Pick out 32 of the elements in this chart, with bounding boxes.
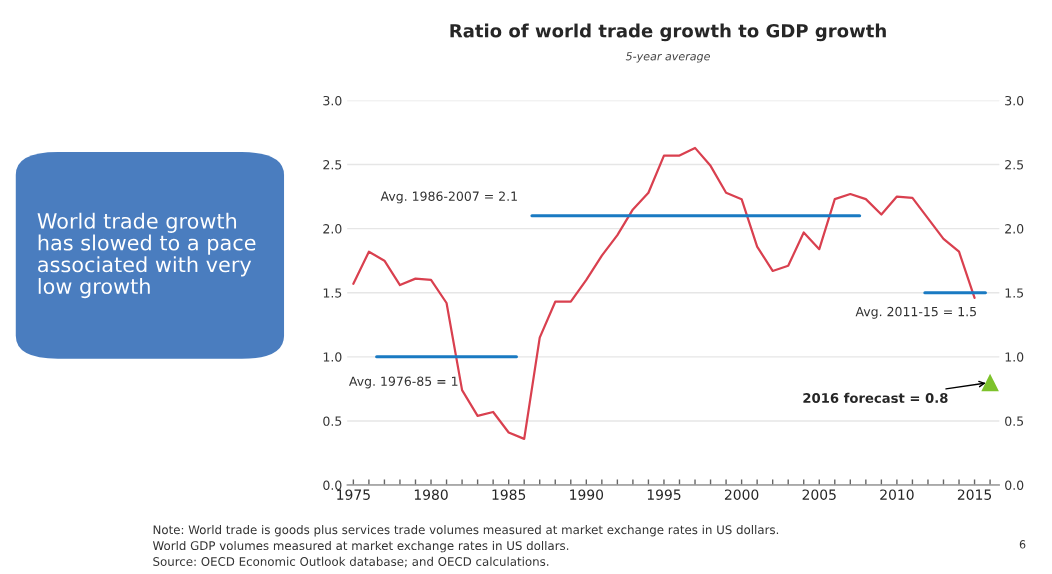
y2-tick-label: 2.0	[1005, 224, 1024, 234]
y-tick-label: 2.0	[323, 224, 342, 234]
annotation: Avg. 2011-15 = 1.5	[855, 306, 976, 319]
x-tick-label: 2005	[802, 489, 836, 500]
chart-title: Ratio of world trade growth to GDP growth	[450, 23, 886, 42]
y-tick-label: 0.5	[323, 416, 342, 426]
x-tick-label: 1990	[570, 489, 604, 500]
text: Note: World trade is goods plus services trade volumes measured at market exchange rates in US dollars. World GDP volumes measured at market exchange rates in US dollars. Source: OECD Economic Outlook database; and OECD calculations.	[152, 525, 779, 568]
annotation: Avg. 1976-85 = 1	[348, 376, 458, 389]
x-tick-label: 2015	[957, 489, 992, 500]
x-tick-label: 1985	[492, 489, 526, 500]
y-tick-label: 0.0	[323, 480, 342, 490]
y-tick-label: 2.5	[323, 160, 342, 170]
x-tick-label: 2000	[724, 489, 759, 500]
annotation: 2016 forecast = 0.8	[803, 392, 948, 403]
y2-tick-label: 0.0	[1005, 480, 1024, 490]
x-tick-label: 1995	[647, 489, 681, 500]
annotation: Avg. 1986-2007 = 2.1	[380, 191, 517, 204]
y-tick-label: 3.0	[323, 95, 342, 106]
y-tick-label: 1.0	[323, 352, 342, 362]
chart-subtitle: 5-year average	[625, 52, 710, 63]
y2-tick-label: 1.5	[1005, 288, 1024, 298]
y2-tick-label: 2.5	[1005, 160, 1024, 170]
y-tick-label: 1.5	[323, 288, 342, 298]
y2-tick-label: 3.0	[1005, 95, 1024, 106]
text: World trade growth has slowed to a pace associated with very low growth	[37, 212, 256, 299]
x-tick-label: 2010	[880, 489, 914, 500]
y2-tick-label: 0.5	[1005, 416, 1024, 426]
x-tick-label: 1980	[414, 489, 448, 500]
y2-tick-label: 1.0	[1005, 352, 1024, 362]
text: 6	[1019, 540, 1026, 549]
x-tick-label: 1975	[337, 489, 370, 500]
